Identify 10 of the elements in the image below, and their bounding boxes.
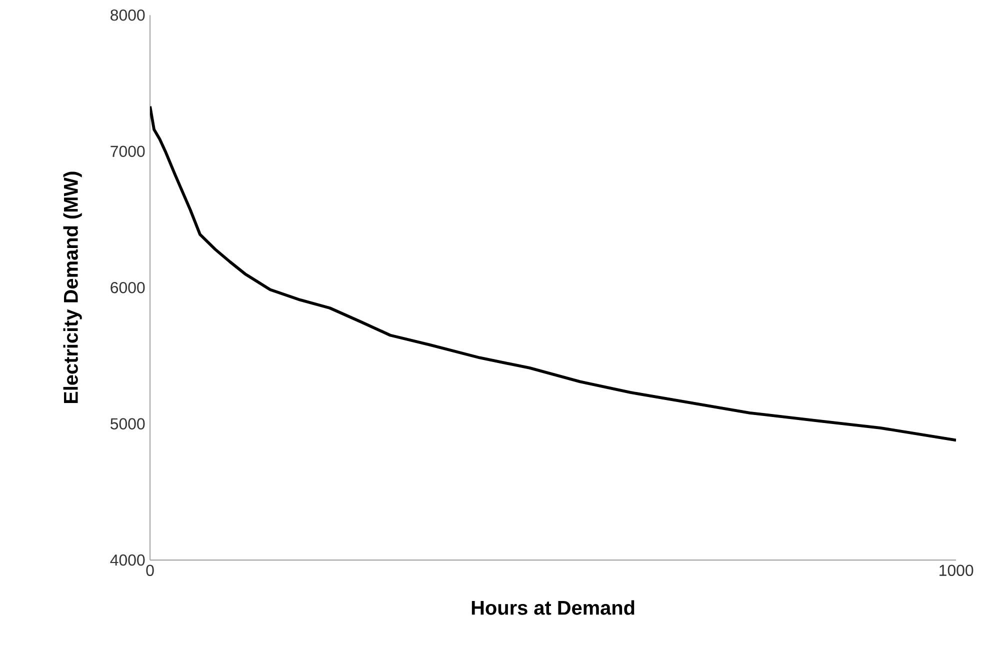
y-tick-label: 8000 — [110, 10, 145, 21]
y-tick-label: 6000 — [110, 282, 145, 294]
x-axis-title: Hours at Demand — [472, 600, 634, 615]
y-axis-title: Electricity Demand (MW) — [63, 172, 82, 404]
x-tick-label: 1000 — [940, 564, 974, 576]
x-tick-label: 0 — [146, 564, 154, 576]
y-tick-label: 5000 — [110, 418, 145, 430]
y-tick-label: 7000 — [110, 146, 145, 158]
line-series — [150, 105, 956, 442]
y-tick-label: 4000 — [110, 554, 145, 566]
